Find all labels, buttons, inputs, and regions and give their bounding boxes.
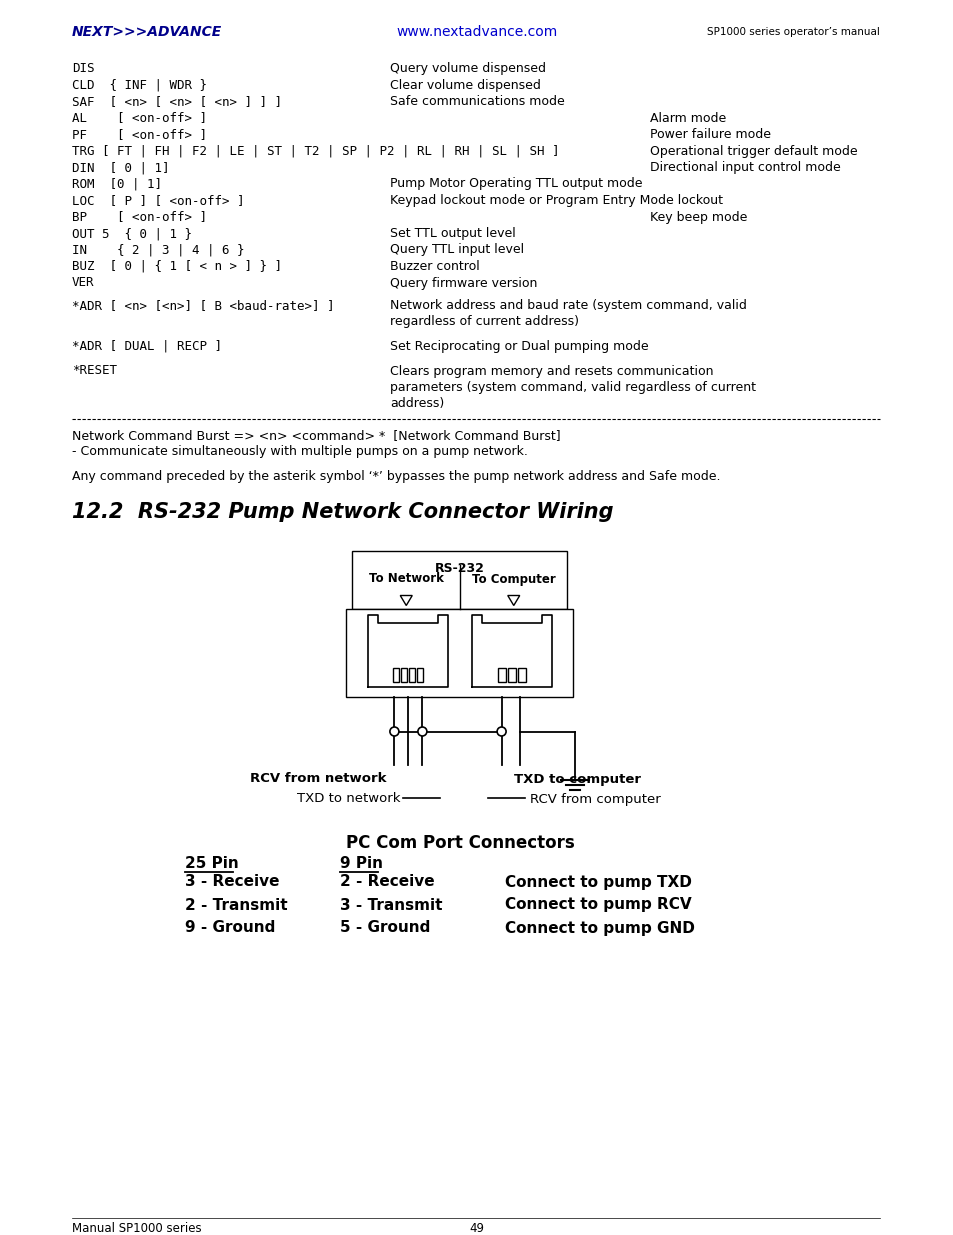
Text: *RESET: *RESET [71,364,117,378]
Bar [507,667,515,682]
Bar [417,667,423,682]
Text: 9 Pin: 9 Pin [339,857,382,872]
Text: RS-232: RS-232 [435,562,484,574]
Text: Connect to pump RCV: Connect to pump RCV [504,898,691,913]
Text: SP1000 series operator’s manual: SP1000 series operator’s manual [706,27,879,37]
Bar [352,551,567,609]
Text: 2 - Transmit: 2 - Transmit [185,898,287,913]
Text: AL    [ <on-off> ]: AL [ <on-off> ] [71,111,207,125]
Text: Clears program memory and resets communication: Clears program memory and resets communi… [390,364,713,378]
Text: Pump Motor Operating TTL output mode: Pump Motor Operating TTL output mode [390,178,641,190]
Text: Network Command Burst => <n> <command> *  [Network Command Burst]: Network Command Burst => <n> <command> *… [71,429,560,442]
Text: ROM  [0 | 1]: ROM [0 | 1] [71,178,162,190]
Text: Operational trigger default mode: Operational trigger default mode [649,144,857,158]
Text: RCV from network: RCV from network [250,773,386,785]
Text: To Computer: To Computer [472,573,555,585]
Text: Safe communications mode: Safe communications mode [390,95,564,107]
Text: TXD to computer: TXD to computer [513,773,639,785]
Text: Alarm mode: Alarm mode [649,111,725,125]
Text: 3 - Transmit: 3 - Transmit [339,898,442,913]
Text: 49: 49 [469,1221,484,1235]
Text: 25 Pin: 25 Pin [185,857,238,872]
Text: CLD  { INF | WDR }: CLD { INF | WDR } [71,79,207,91]
Text: address): address) [390,398,444,410]
Text: Connect to pump TXD: Connect to pump TXD [504,874,691,889]
Bar [409,667,415,682]
Text: *ADR [ DUAL | RECP ]: *ADR [ DUAL | RECP ] [71,340,222,353]
Text: 5 - Ground: 5 - Ground [339,920,430,935]
Text: Query firmware version: Query firmware version [390,277,537,289]
Text: regardless of current address): regardless of current address) [390,315,578,329]
Text: VER: VER [71,277,94,289]
Circle shape [390,727,398,736]
Text: Any command preceded by the asterik symbol ‘*’ bypasses the pump network address: Any command preceded by the asterik symb… [71,471,720,483]
Text: Directional input control mode: Directional input control mode [649,161,840,174]
Text: BUZ  [ 0 | { 1 [ < n > ] } ]: BUZ [ 0 | { 1 [ < n > ] } ] [71,261,282,273]
Text: PC Com Port Connectors: PC Com Port Connectors [345,835,574,852]
Text: PF    [ <on-off> ]: PF [ <on-off> ] [71,128,207,141]
Text: NEXT>>>ADVANCE: NEXT>>>ADVANCE [71,25,222,40]
Text: 12.2  RS-232 Pump Network Connector Wiring: 12.2 RS-232 Pump Network Connector Wirin… [71,503,613,522]
Bar [401,667,407,682]
Text: parameters (system command, valid regardless of current: parameters (system command, valid regard… [390,382,755,394]
Text: TXD to network: TXD to network [296,793,400,805]
Text: DIN  [ 0 | 1]: DIN [ 0 | 1] [71,161,170,174]
Text: Query volume dispensed: Query volume dispensed [390,62,545,75]
Text: TRG [ FT | FH | F2 | LE | ST | T2 | SP | P2 | RL | RH | SL | SH ]: TRG [ FT | FH | F2 | LE | ST | T2 | SP |… [71,144,558,158]
Text: SAF  [ <n> [ <n> [ <n> ] ] ]: SAF [ <n> [ <n> [ <n> ] ] ] [71,95,282,107]
Text: - Communicate simultaneously with multiple pumps on a pump network.: - Communicate simultaneously with multip… [71,446,527,458]
Text: 3 - Receive: 3 - Receive [185,874,279,889]
Polygon shape [507,595,519,605]
Text: OUT 5  { 0 | 1 }: OUT 5 { 0 | 1 } [71,227,192,240]
Text: To Network: To Network [369,573,443,585]
Text: DIS: DIS [71,62,94,75]
Text: Power failure mode: Power failure mode [649,128,770,141]
Text: Manual SP1000 series: Manual SP1000 series [71,1221,201,1235]
Text: Set TTL output level: Set TTL output level [390,227,516,240]
Text: IN    { 2 | 3 | 4 | 6 }: IN { 2 | 3 | 4 | 6 } [71,243,244,257]
Text: Keypad lockout mode or Program Entry Mode lockout: Keypad lockout mode or Program Entry Mod… [390,194,722,207]
Text: Connect to pump GND: Connect to pump GND [504,920,694,935]
Circle shape [417,727,426,736]
Text: Clear volume dispensed: Clear volume dispensed [390,79,540,91]
Text: RCV from computer: RCV from computer [529,793,659,805]
Text: *ADR [ <n> [<n>] [ B <baud-rate>] ]: *ADR [ <n> [<n>] [ B <baud-rate>] ] [71,299,335,312]
Polygon shape [400,595,412,605]
Bar [346,609,573,697]
Text: Key beep mode: Key beep mode [649,210,746,224]
Bar [393,667,399,682]
Text: 9 - Ground: 9 - Ground [185,920,275,935]
Bar [497,667,505,682]
Bar [517,667,525,682]
Text: BP    [ <on-off> ]: BP [ <on-off> ] [71,210,207,224]
Text: www.nextadvance.com: www.nextadvance.com [395,25,558,40]
Text: Network address and baud rate (system command, valid: Network address and baud rate (system co… [390,299,746,312]
Text: Buzzer control: Buzzer control [390,261,479,273]
Circle shape [497,727,506,736]
Text: Set Reciprocating or Dual pumping mode: Set Reciprocating or Dual pumping mode [390,340,648,353]
Text: 2 - Receive: 2 - Receive [339,874,435,889]
Text: Query TTL input level: Query TTL input level [390,243,523,257]
Text: LOC  [ P ] [ <on-off> ]: LOC [ P ] [ <on-off> ] [71,194,244,207]
